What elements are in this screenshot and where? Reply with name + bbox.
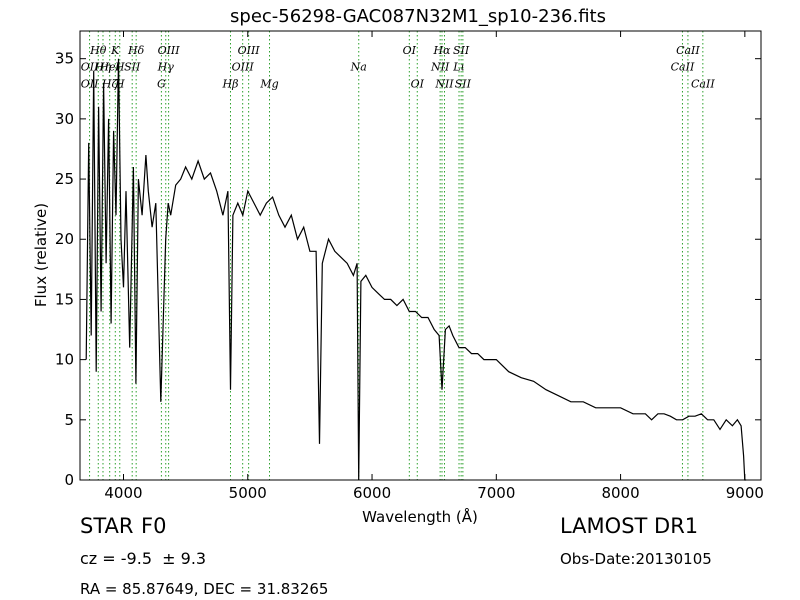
line-label-14: Hγ (157, 61, 175, 74)
line-label-15: OIII (232, 61, 255, 74)
x-tick-label-4: 8000 (601, 484, 639, 502)
x-tick-label-3: 7000 (477, 484, 515, 502)
line-label-28: SII (455, 78, 472, 91)
plot-frame (79, 30, 762, 481)
line-label-12: H (114, 61, 125, 74)
y-tick-label-7: 35 (55, 50, 74, 68)
line-label-29: CaII (691, 78, 715, 91)
line-label-3: OIII (158, 44, 181, 57)
y-tick-label-6: 30 (55, 110, 74, 128)
x-tick-label-2: 6000 (353, 484, 391, 502)
object-type: STAR (80, 514, 134, 538)
line-label-5: OI (403, 44, 417, 57)
x-axis-label: Wavelength (Å) (362, 507, 478, 526)
line-label-10: Hη (94, 61, 112, 74)
y-tick-label-3: 15 (55, 290, 74, 308)
line-label-0: Hθ (89, 44, 107, 57)
line-label-24: Hβ (222, 78, 239, 91)
line-label-1: K (110, 44, 120, 57)
survey-name: LAMOST DR1 (560, 514, 699, 538)
y-tick-label-2: 10 (55, 351, 74, 369)
line-label-19: CaII (671, 61, 695, 74)
line-label-17: NII (430, 61, 450, 74)
redshift-readout: cz = -9.5 ± 9.3 (80, 549, 207, 568)
y-tick-label-5: 25 (55, 170, 74, 188)
line-label-8: CaII (676, 44, 700, 57)
line-label-27: NII (434, 78, 454, 91)
x-tick-label-0: 4000 (104, 484, 142, 502)
line-label-4: OIII (238, 44, 261, 57)
y-tick-label-0: 0 (64, 471, 74, 489)
line-label-23: G (157, 78, 166, 91)
line-label-9: OII (81, 61, 99, 74)
line-label-20: OII (81, 78, 99, 91)
line-label-6: Hα (432, 44, 451, 57)
x-tick-label-1: 5000 (229, 484, 267, 502)
line-label-16: Na (350, 61, 367, 74)
observation-date: Obs-Date:20130105 (560, 550, 712, 568)
line-label-26: OI (411, 78, 425, 91)
line-label-11: HeI (98, 61, 120, 74)
x-tick-label-5: 9000 (726, 484, 764, 502)
spectral-subclass: F0 (141, 514, 167, 538)
y-tick-label-4: 20 (55, 230, 74, 248)
line-label-25: Mg (259, 78, 278, 91)
line-label-21: Hζ (101, 78, 119, 91)
line-label-22: H (114, 78, 125, 91)
y-tick-label-1: 5 (64, 411, 74, 429)
line-label-18: Lι (452, 61, 465, 74)
line-label-13: SII (124, 61, 141, 74)
line-label-7: SII (453, 44, 470, 57)
spectrum-line (85, 58, 747, 481)
chart-title: spec-56298-GAC087N32M1_sp10-236.fits (230, 6, 606, 27)
y-axis-label: Flux (relative) (32, 203, 50, 307)
coordinates-readout: RA = 85.87649, DEC = 31.83265 (80, 580, 329, 598)
line-label-2: Hδ (127, 44, 145, 57)
